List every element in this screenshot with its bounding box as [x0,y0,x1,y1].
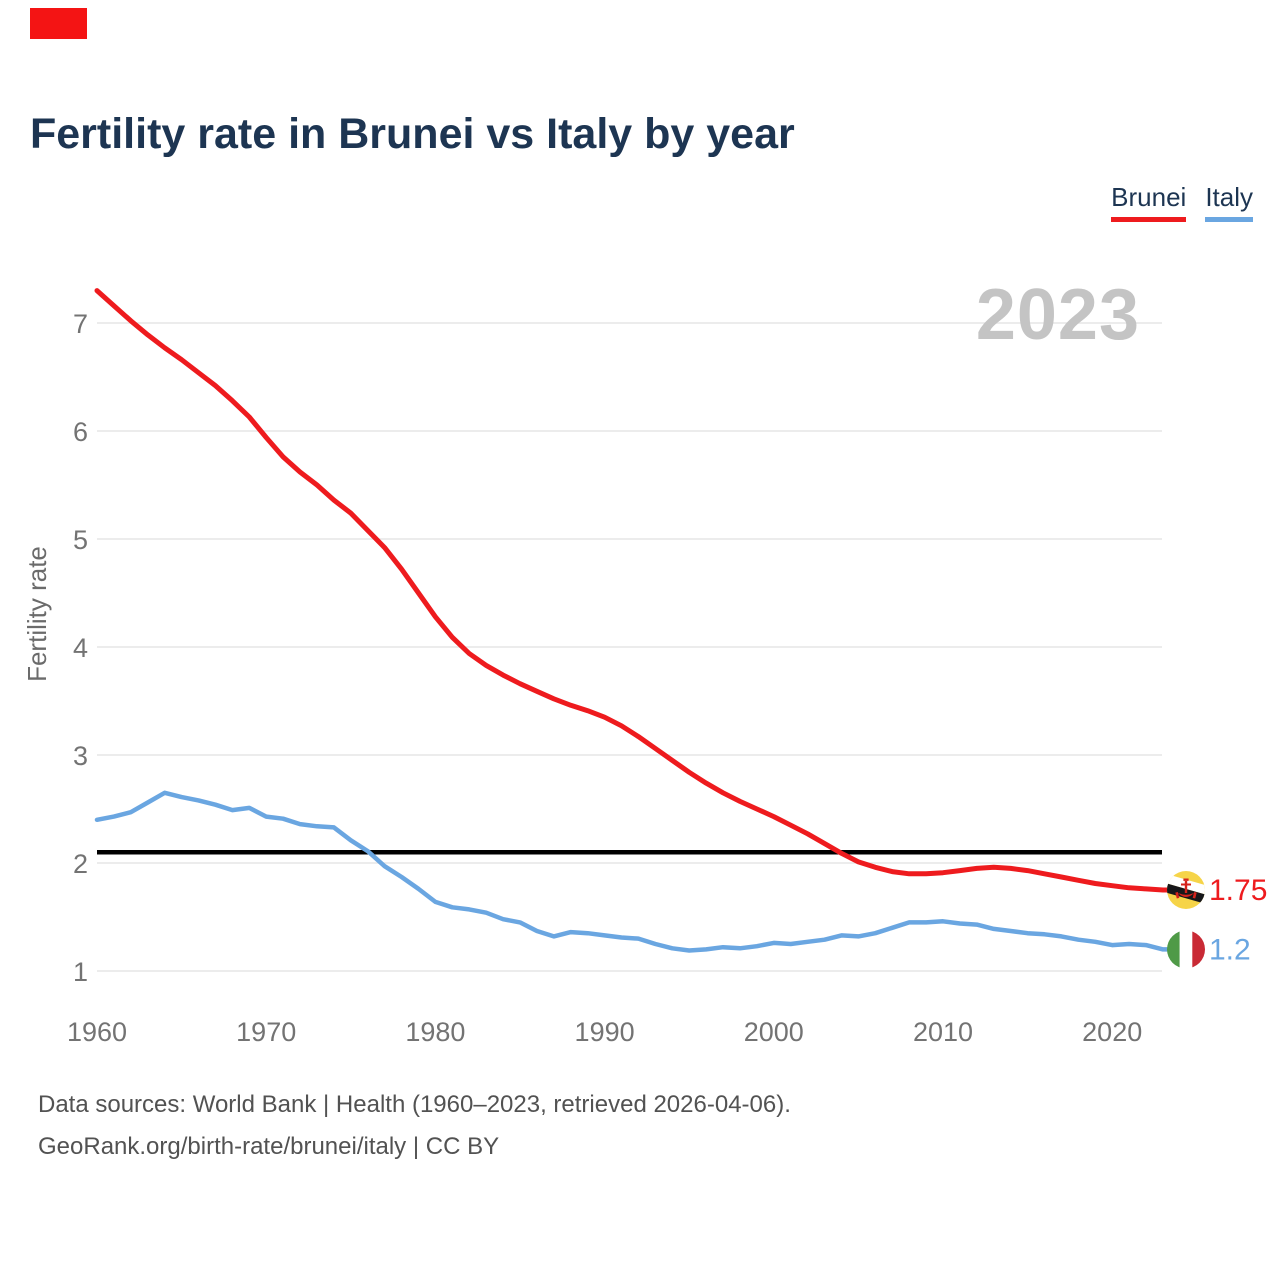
end-value-italy: 1.2 [1209,933,1251,966]
y-tick-label: 4 [73,633,88,663]
legend: Brunei Italy [1111,182,1253,222]
footer-attribution: Data sources: World Bank | Health (1960–… [38,1084,791,1168]
x-tick-label: 1990 [575,1017,635,1047]
end-value-brunei: 1.75 [1209,874,1267,907]
footer-sources: Data sources: World Bank | Health (1960–… [38,1091,791,1118]
y-tick-label: 2 [73,849,88,879]
x-tick-label: 1980 [405,1017,465,1047]
legend-label-brunei: Brunei [1111,182,1187,212]
y-tick-label: 3 [73,741,88,771]
legend-label-italy: Italy [1205,182,1253,212]
x-tick-label: 1970 [236,1017,296,1047]
x-tick-label: 1960 [67,1017,127,1047]
year-watermark: 2023 [975,275,1140,355]
italy-flag-icon [1167,930,1205,969]
series-line-brunei [94,288,1171,893]
red-marker [30,8,87,39]
brunei-flag-icon [1167,871,1205,909]
y-tick-label: 7 [73,309,88,339]
x-tick-label: 2010 [913,1017,973,1047]
y-tick-label: 5 [73,525,88,555]
y-tick-label: 6 [73,417,88,447]
legend-item-italy[interactable]: Italy [1205,182,1253,222]
x-tick-label: 2020 [1082,1017,1142,1047]
x-tick-label: 2000 [744,1017,804,1047]
y-tick-label: 1 [73,957,88,987]
series-line-italy [94,790,1171,953]
legend-item-brunei[interactable]: Brunei [1111,182,1187,222]
footer-license: GeoRank.org/birth-rate/brunei/italy | CC… [38,1133,500,1160]
y-axis-title: Fertility rate [22,546,52,682]
page-title: Fertility rate in Brunei vs Italy by yea… [30,110,795,158]
